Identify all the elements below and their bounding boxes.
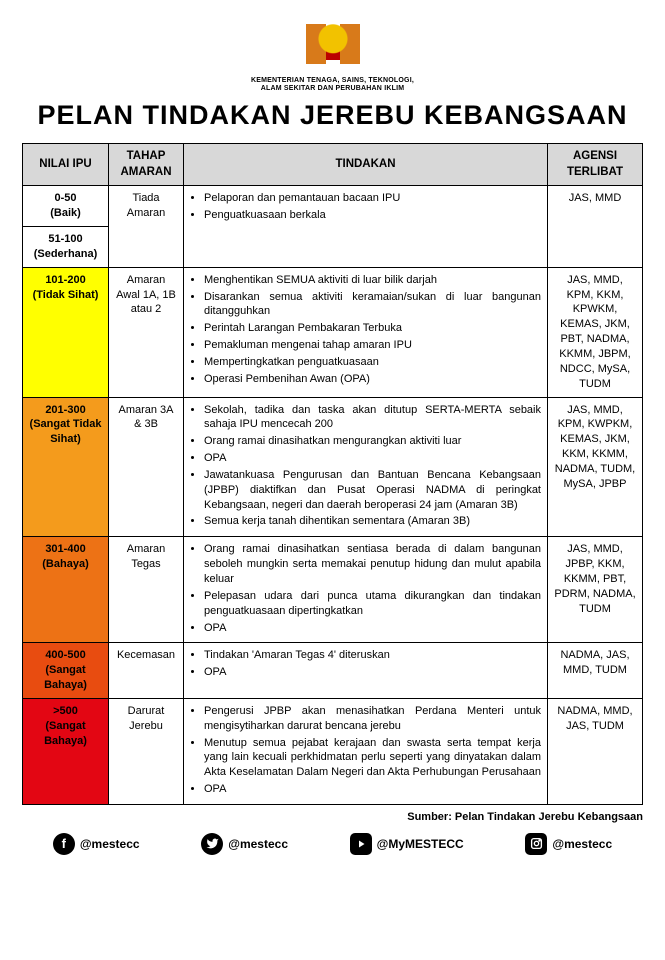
table-row: 301-400 (Bahaya) Amaran Tegas Orang rama…: [23, 537, 643, 643]
tahap-cell: Amaran Tegas: [109, 537, 184, 643]
social-youtube: @MyMESTECC: [350, 833, 464, 855]
actions-cell: Sekolah, tadika dan taska akan ditutup S…: [184, 397, 548, 537]
tahap-cell: Amaran 3A & 3B: [109, 397, 184, 537]
youtube-icon: [350, 833, 372, 855]
action-item: OPA: [204, 665, 541, 680]
header-agensi: AGENSI TERLIBAT: [548, 144, 643, 186]
haze-action-table: NILAI IPU TAHAP AMARAN TINDAKAN AGENSI T…: [22, 143, 643, 805]
header-crest-block: KEMENTERIAN TENAGA, SAINS, TEKNOLOGI, AL…: [22, 18, 643, 92]
action-item: Pelepasan udara dari punca utama dikuran…: [204, 589, 541, 619]
table-header-row: NILAI IPU TAHAP AMARAN TINDAKAN AGENSI T…: [23, 144, 643, 186]
actions-list: Sekolah, tadika dan taska akan ditutup S…: [190, 403, 541, 530]
ipu-label: (Sangat Tidak Sihat): [29, 417, 102, 447]
table-row: >500 (Sangat Bahaya) Darurat Jerebu Peng…: [23, 698, 643, 804]
table-row: 101-200 (Tidak Sihat) Amaran Awal 1A, 1B…: [23, 267, 643, 397]
facebook-handle: @mestecc: [80, 837, 140, 851]
header-tahap: TAHAP AMARAN: [109, 144, 184, 186]
table-row: 201-300 (Sangat Tidak Sihat) Amaran 3A &…: [23, 397, 643, 537]
actions-list: Pelaporan dan pemantauan bacaan IPU Peng…: [190, 191, 541, 223]
ipu-label: (Tidak Sihat): [29, 288, 102, 303]
facebook-icon: f: [53, 833, 75, 855]
actions-cell: Pelaporan dan pemantauan bacaan IPU Peng…: [184, 186, 548, 267]
action-item: Perintah Larangan Pembakaran Terbuka: [204, 321, 541, 336]
ipu-range: 400-500: [29, 648, 102, 663]
twitter-icon: [201, 833, 223, 855]
ipu-range: 51-100: [29, 232, 102, 247]
instagram-handle: @mestecc: [552, 837, 612, 851]
social-footer: f @mestecc @mestecc @MyMESTECC @mestecc: [22, 833, 643, 855]
ipu-range: 101-200: [29, 273, 102, 288]
instagram-icon: [525, 833, 547, 855]
ipu-label: (Sangat Bahaya): [29, 663, 102, 693]
ministry-line1: KEMENTERIAN TENAGA, SAINS, TEKNOLOGI,: [22, 77, 643, 85]
action-item: Sekolah, tadika dan taska akan ditutup S…: [204, 403, 541, 433]
action-item: Orang ramai dinasihatkan mengurangkan ak…: [204, 434, 541, 449]
social-instagram: @mestecc: [525, 833, 612, 855]
actions-cell: Orang ramai dinasihatkan sentiasa berada…: [184, 537, 548, 643]
action-item: Pengerusi JPBP akan menasihatkan Perdana…: [204, 704, 541, 734]
tahap-cell: Kecemasan: [109, 643, 184, 699]
action-item: Disarankan semua aktiviti keramaian/suka…: [204, 290, 541, 320]
agensi-cell: NADMA, JAS, MMD, TUDM: [548, 643, 643, 699]
ipu-range: >500: [29, 704, 102, 719]
agensi-cell: NADMA, MMD, JAS, TUDM: [548, 698, 643, 804]
tahap-cell: Amaran Awal 1A, 1B atau 2: [109, 267, 184, 397]
action-item: Semua kerja tanah dihentikan sementara (…: [204, 514, 541, 529]
ipu-range: 201-300: [29, 403, 102, 418]
ipu-cell-sangat-bahaya-1: 400-500 (Sangat Bahaya): [23, 643, 109, 699]
actions-list: Menghentikan SEMUA aktiviti di luar bili…: [190, 273, 541, 387]
action-item: Penguatkuasaan berkala: [204, 208, 541, 223]
table-row: 0-50 (Baik) Tiada Amaran Pelaporan dan p…: [23, 186, 643, 227]
tahap-cell: Darurat Jerebu: [109, 698, 184, 804]
action-item: OPA: [204, 451, 541, 466]
action-item: OPA: [204, 621, 541, 636]
action-item: Pelaporan dan pemantauan bacaan IPU: [204, 191, 541, 206]
action-item: Mempertingkatkan penguatkuasaan: [204, 355, 541, 370]
agensi-cell: JAS, MMD, KPM, KWPKM, KEMAS, JKM, KKM, K…: [548, 397, 643, 537]
action-item: Menghentikan SEMUA aktiviti di luar bili…: [204, 273, 541, 288]
youtube-handle: @MyMESTECC: [377, 837, 464, 851]
social-twitter: @mestecc: [201, 833, 288, 855]
ministry-line2: ALAM SEKITAR DAN PERUBAHAN IKLIM: [22, 85, 643, 93]
agensi-cell: JAS, MMD: [548, 186, 643, 267]
action-item: OPA: [204, 782, 541, 797]
ipu-label: (Sangat Bahaya): [29, 719, 102, 749]
tahap-cell: Tiada Amaran: [109, 186, 184, 267]
header-tindakan: TINDAKAN: [184, 144, 548, 186]
agensi-cell: JAS, MMD, JPBP, KKM, KKMM, PBT, PDRM, NA…: [548, 537, 643, 643]
actions-list: Tindakan 'Amaran Tegas 4' diteruskan OPA: [190, 648, 541, 680]
ipu-cell-sangat-tidak-sihat: 201-300 (Sangat Tidak Sihat): [23, 397, 109, 537]
ipu-range: 0-50: [29, 191, 102, 206]
social-facebook: f @mestecc: [53, 833, 140, 855]
ipu-range: 301-400: [29, 542, 102, 557]
actions-cell: Tindakan 'Amaran Tegas 4' diteruskan OPA: [184, 643, 548, 699]
action-item: Menutup semua pejabat kerajaan dan swast…: [204, 736, 541, 781]
ipu-label: (Sederhana): [29, 247, 102, 262]
ipu-cell-bahaya: 301-400 (Bahaya): [23, 537, 109, 643]
ipu-label: (Bahaya): [29, 557, 102, 572]
actions-cell: Pengerusi JPBP akan menasihatkan Perdana…: [184, 698, 548, 804]
crest-icon: [298, 18, 368, 70]
actions-list: Orang ramai dinasihatkan sentiasa berada…: [190, 542, 541, 635]
twitter-handle: @mestecc: [228, 837, 288, 851]
action-item: Orang ramai dinasihatkan sentiasa berada…: [204, 542, 541, 587]
action-item: Jawatankuasa Pengurusan dan Bantuan Benc…: [204, 468, 541, 513]
action-item: Pemakluman mengenai tahap amaran IPU: [204, 338, 541, 353]
agensi-cell: JAS, MMD, KPM, KKM, KPWKM, KEMAS, JKM, P…: [548, 267, 643, 397]
actions-list: Pengerusi JPBP akan menasihatkan Perdana…: [190, 704, 541, 797]
source-attribution: Sumber: Pelan Tindakan Jerebu Kebangsaan: [22, 811, 643, 823]
ipu-label: (Baik): [29, 206, 102, 221]
ministry-name: KEMENTERIAN TENAGA, SAINS, TEKNOLOGI, AL…: [22, 77, 643, 92]
action-item: Operasi Pembenihan Awan (OPA): [204, 372, 541, 387]
ipu-cell-baik: 0-50 (Baik): [23, 186, 109, 227]
actions-cell: Menghentikan SEMUA aktiviti di luar bili…: [184, 267, 548, 397]
ipu-cell-sangat-bahaya-2: >500 (Sangat Bahaya): [23, 698, 109, 804]
table-row: 400-500 (Sangat Bahaya) Kecemasan Tindak…: [23, 643, 643, 699]
header-ipu: NILAI IPU: [23, 144, 109, 186]
ipu-cell-tidak-sihat: 101-200 (Tidak Sihat): [23, 267, 109, 397]
ipu-cell-sederhana: 51-100 (Sederhana): [23, 227, 109, 268]
action-item: Tindakan 'Amaran Tegas 4' diteruskan: [204, 648, 541, 663]
page-title: PELAN TINDAKAN JEREBU KEBANGSAAN: [22, 100, 643, 131]
